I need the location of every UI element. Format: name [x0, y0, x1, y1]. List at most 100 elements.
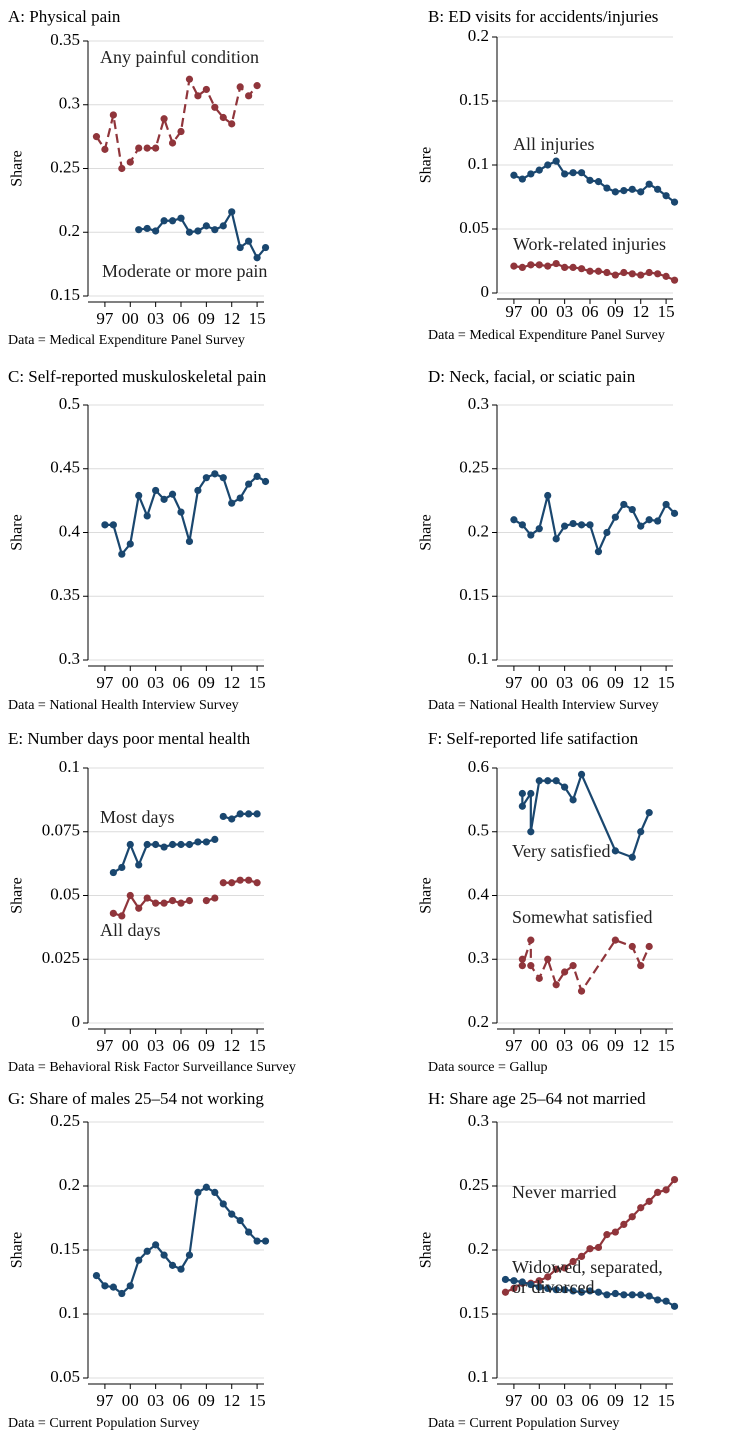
data-point: [185, 228, 194, 236]
y-axis-label: Share: [418, 514, 435, 550]
data-point: [586, 1287, 594, 1295]
y-tick-label: 0.5: [59, 394, 80, 413]
data-point: [645, 516, 653, 524]
data-point: [594, 1243, 603, 1252]
series-label: Work-related injuries: [513, 234, 666, 254]
data-point: [109, 521, 117, 529]
data-point: [143, 894, 151, 902]
data-point: [654, 185, 662, 193]
data-point: [611, 847, 619, 855]
y-tick-label: 0.15: [459, 90, 489, 109]
y-tick-label: 0.2: [468, 1239, 489, 1258]
data-point: [561, 170, 569, 178]
data-point: [185, 537, 194, 546]
x-tick-label: 97: [96, 1391, 114, 1410]
data-point: [152, 1241, 160, 1249]
x-tick-label: 00: [122, 1036, 139, 1055]
y-tick-label: 0.1: [59, 757, 80, 776]
data-point: [253, 879, 261, 887]
x-tick-label: 00: [531, 302, 548, 321]
data-point: [126, 840, 134, 849]
data-point: [219, 222, 227, 230]
data-point: [569, 169, 577, 177]
data-point: [109, 111, 117, 119]
data-point: [569, 1257, 577, 1266]
data-point: [561, 1264, 569, 1272]
data-point: [501, 1275, 510, 1284]
y-tick-label: 0.25: [459, 458, 489, 477]
data-point: [637, 1204, 645, 1212]
data-point: [202, 838, 210, 846]
data-point: [177, 840, 185, 849]
data-point: [586, 176, 594, 184]
data-point: [645, 1292, 653, 1300]
panel-title: A: Physical pain: [8, 7, 121, 26]
y-axis-label: Share: [9, 877, 26, 913]
data-point: [611, 1228, 619, 1236]
data-point: [135, 491, 143, 500]
series-label: Very satisfied: [512, 841, 611, 861]
data-point: [603, 184, 611, 192]
data-point: [126, 158, 134, 166]
data-point: [101, 145, 109, 153]
footnote: Data = Medical Expenditure Panel Survey: [8, 333, 245, 348]
data-point: [211, 835, 219, 844]
x-tick-label: 09: [607, 302, 624, 321]
data-point: [143, 512, 151, 520]
data-point: [569, 962, 577, 970]
data-point: [194, 92, 202, 100]
data-point: [177, 214, 185, 222]
series-label: Somewhat satisfied: [512, 907, 653, 927]
data-point: [194, 1188, 202, 1196]
x-tick-label: 06: [582, 1391, 599, 1410]
y-tick-label: 0.05: [50, 1367, 80, 1386]
data-point: [510, 171, 518, 179]
data-point: [202, 897, 210, 905]
data-point: [211, 1188, 219, 1196]
y-tick-label: 0.35: [50, 30, 80, 49]
x-tick-label: 12: [632, 1391, 649, 1410]
x-tick-label: 12: [223, 1036, 240, 1055]
data-point: [670, 1302, 679, 1310]
y-tick-label: 0.1: [468, 154, 489, 173]
data-point: [670, 198, 679, 206]
x-tick-label: 15: [658, 1036, 675, 1055]
data-point: [236, 1216, 244, 1225]
x-tick-label: 15: [658, 673, 675, 692]
data-point: [577, 521, 586, 529]
data-point: [552, 535, 560, 543]
series-label: Any painful condition: [100, 47, 259, 67]
data-point: [245, 237, 253, 245]
data-point: [662, 1297, 670, 1305]
y-tick-label: 0.05: [459, 218, 489, 237]
data-point: [101, 1282, 109, 1290]
data-point: [152, 227, 160, 235]
x-tick-label: 15: [249, 1391, 266, 1410]
data-point: [185, 1251, 194, 1259]
data-point: [670, 276, 679, 284]
data-point: [135, 226, 143, 234]
data-point: [185, 897, 194, 905]
data-point: [168, 139, 177, 147]
data-point: [535, 974, 543, 982]
footnote: Data source = Gallup: [428, 1060, 547, 1075]
y-tick-label: 0.1: [59, 1303, 80, 1322]
data-point: [544, 161, 552, 169]
data-point: [569, 263, 577, 271]
data-point: [569, 1287, 577, 1295]
data-point: [219, 1200, 227, 1208]
data-point: [160, 495, 168, 503]
x-tick-label: 97: [96, 673, 114, 692]
data-point: [118, 164, 126, 173]
data-point: [245, 876, 253, 884]
data-point: [177, 899, 185, 907]
y-tick-label: 0.35: [50, 585, 80, 604]
footnote: Data = Current Population Survey: [8, 1416, 199, 1431]
data-point: [594, 267, 603, 275]
data-point: [577, 770, 586, 778]
x-tick-label: 06: [582, 302, 599, 321]
y-tick-label: 0.6: [468, 757, 489, 776]
data-point: [527, 962, 535, 970]
y-tick-label: 0.2: [468, 26, 489, 45]
